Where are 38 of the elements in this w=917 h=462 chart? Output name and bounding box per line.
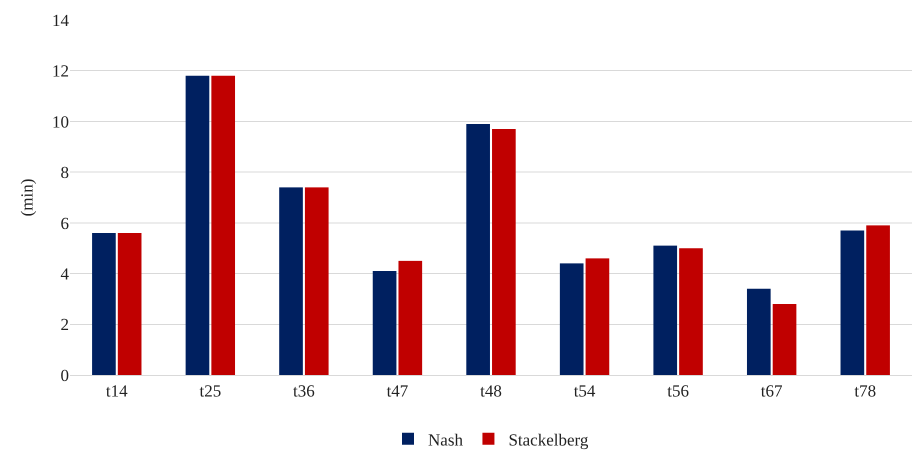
- bar: [372, 271, 396, 375]
- bar: [560, 263, 584, 375]
- x-tick-label: t54: [574, 381, 596, 400]
- legend-label: Nash: [428, 430, 464, 450]
- bar: [653, 246, 678, 375]
- x-tick-label: t67: [760, 381, 784, 400]
- y-tick-label: 8: [60, 163, 69, 182]
- x-tick-label: t14: [106, 381, 128, 400]
- bar: [118, 233, 142, 375]
- y-tick-label: 12: [52, 62, 69, 81]
- y-tick-label: 14: [52, 10, 70, 30]
- bar: [866, 225, 890, 375]
- bar: [466, 124, 490, 375]
- y-tick-label: 4: [60, 264, 70, 284]
- bar: [211, 76, 236, 375]
- bar: [186, 76, 210, 375]
- y-tick-label: 0: [60, 366, 69, 385]
- legend-label: Stackelberg: [508, 430, 589, 450]
- x-tick-label: t56: [667, 381, 689, 400]
- bar: [746, 288, 771, 375]
- x-tick-label: t48: [480, 381, 502, 400]
- bar: [492, 129, 516, 375]
- x-tick-label: t78: [854, 381, 876, 400]
- bar: [304, 187, 329, 375]
- x-tick-label: t47: [386, 381, 409, 400]
- y-tick-label: 10: [52, 112, 69, 132]
- bar: [279, 187, 303, 375]
- bar: [586, 258, 610, 375]
- bar: [840, 230, 864, 375]
- y-tick-label: 6: [60, 214, 69, 233]
- y-tick-label: 2: [60, 315, 69, 334]
- bar: [679, 248, 703, 375]
- y-axis-title: (min): [18, 178, 37, 216]
- x-tick-label: t25: [199, 381, 222, 400]
- bar: [772, 304, 796, 375]
- bar: [92, 233, 116, 375]
- bar: [398, 260, 422, 375]
- x-tick-label: t36: [293, 381, 315, 400]
